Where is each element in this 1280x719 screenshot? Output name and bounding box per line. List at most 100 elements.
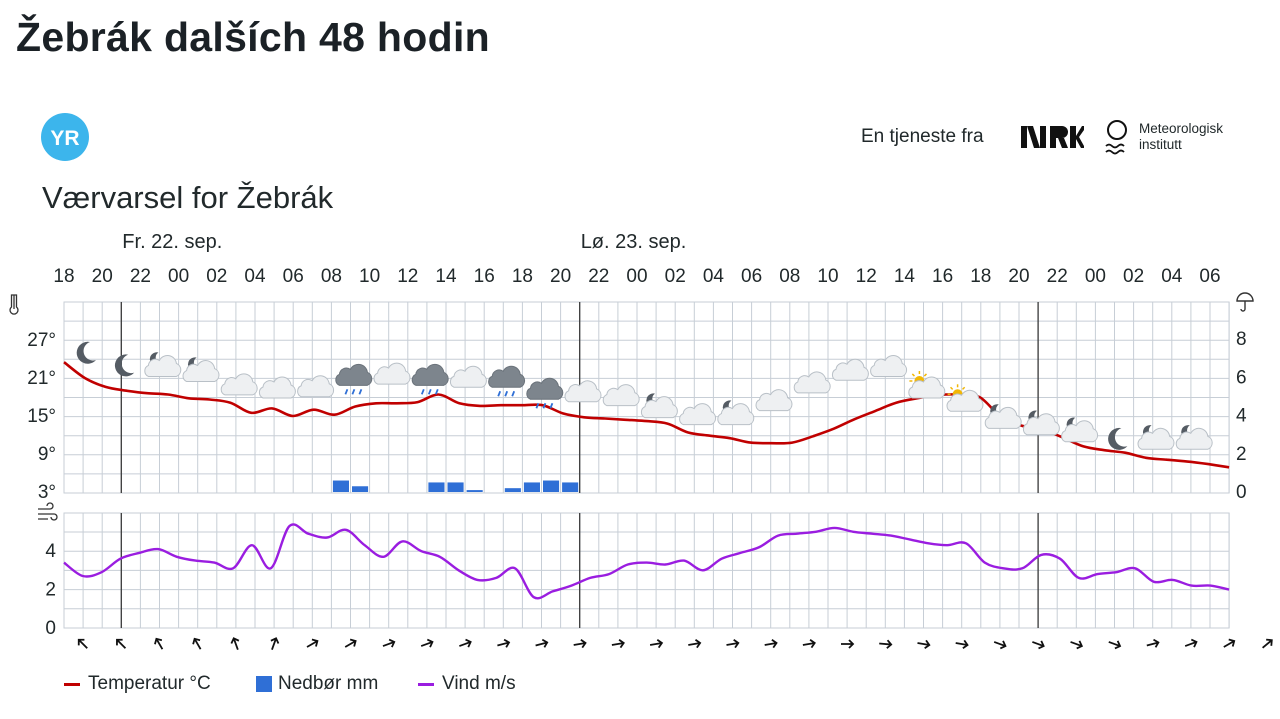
rain-showers-icon: [488, 365, 526, 397]
hour-tick-label: 18: [970, 266, 991, 287]
temp-axis-tick: 9°: [38, 444, 56, 465]
hour-tick-label: 22: [1047, 266, 1068, 287]
hour-tick-label: 14: [894, 266, 916, 287]
hour-tick-label: 06: [741, 266, 762, 287]
wind-axis-tick: 0: [45, 618, 56, 639]
temp-axis-tick: 3°: [38, 482, 56, 503]
rain-showers-icon: [335, 363, 373, 395]
partly-cloudy-night-icon: [182, 357, 220, 383]
hour-tick-label: 12: [397, 266, 418, 287]
yr-logo[interactable]: YR: [41, 113, 89, 161]
hour-tick-label: 02: [206, 266, 227, 287]
day-label: Lø. 23. sep.: [581, 231, 687, 253]
partly-cloudy-night-icon: [1061, 417, 1099, 443]
hour-tick-label: 16: [474, 266, 495, 287]
partly-cloudy-night-icon: [717, 400, 755, 426]
wind-direction-arrow: [917, 639, 931, 650]
precip-bar: [562, 482, 579, 492]
wind-direction-arrow: [764, 638, 778, 649]
hour-tick-label: 16: [932, 266, 953, 287]
hour-tick-label: 08: [321, 266, 342, 287]
precip-axis-tick: 6: [1236, 367, 1247, 388]
hour-tick-label: 18: [53, 266, 74, 287]
cloudy-icon: [258, 376, 296, 399]
precip-bar: [523, 482, 540, 492]
precip-bar: [543, 480, 560, 492]
wind-direction-arrow: [1184, 638, 1198, 648]
wind-direction-arrow: [420, 638, 434, 648]
wind-direction-arrow: [726, 638, 740, 649]
wind-direction-arrow: [573, 638, 587, 649]
legend-precipitation-swatch: [256, 676, 272, 692]
wind-direction-arrow: [116, 638, 127, 649]
wind-direction-arrow: [993, 640, 1007, 650]
wind-direction-arrow: [497, 638, 511, 648]
wind-direction-arrow: [611, 638, 625, 649]
umbrella-icon: [1236, 292, 1254, 312]
hour-tick-label: 02: [1123, 266, 1144, 287]
met-line-2: institutt: [1139, 137, 1182, 152]
hour-tick-label: 10: [817, 266, 838, 287]
cloudy-icon: [449, 365, 487, 388]
thermometer-icon: [9, 294, 19, 315]
precip-bar: [447, 482, 464, 492]
wind-direction-arrow: [1070, 640, 1084, 650]
forecast-title: Værvarsel for Žebrák: [42, 180, 334, 215]
hour-tick-label: 10: [359, 266, 380, 287]
precip-axis-tick: 8: [1236, 329, 1247, 350]
partly-cloudy-night-icon: [1022, 410, 1060, 436]
nrk-logo[interactable]: [1020, 124, 1084, 150]
precip-axis-tick: 2: [1236, 444, 1247, 465]
clear-night-icon: [1108, 427, 1128, 450]
cloudy-icon: [373, 362, 411, 385]
wind-direction-arrow: [535, 638, 549, 648]
wind-direction-arrow: [270, 637, 280, 650]
precip-bar: [352, 486, 369, 492]
partly-cloudy-night-icon: [144, 352, 182, 377]
wind-direction-arrow: [77, 638, 88, 649]
partly-cloudy-night-icon: [1175, 425, 1213, 450]
clear-night-icon: [76, 341, 96, 364]
hour-tick-label: 00: [626, 266, 647, 287]
cloudy-icon: [220, 373, 258, 396]
hour-tick-label: 04: [703, 266, 725, 287]
wind-direction-arrow: [344, 638, 357, 648]
wind-direction-arrow: [1262, 638, 1273, 649]
legend-temperature-swatch: [64, 682, 80, 686]
legend-wind-label: Vind m/s: [442, 673, 516, 694]
cloudy-icon: [793, 371, 831, 394]
legend-precipitation: Nedbør mm: [256, 673, 378, 695]
cloudy-icon: [602, 384, 640, 407]
hour-tick-label: 14: [435, 266, 457, 287]
legend-precipitation-label: Nedbør mm: [278, 673, 379, 694]
partly-cloudy-day-icon: [946, 384, 984, 412]
precip-bar: [332, 480, 349, 492]
wind-icon: [38, 502, 58, 521]
page-title: Žebrák dalších 48 hodin: [16, 14, 490, 60]
met-logo[interactable]: [1104, 119, 1134, 157]
hour-tick-label: 08: [779, 266, 800, 287]
hour-tick-label: 06: [1199, 266, 1220, 287]
temp-axis-tick: 21°: [27, 368, 56, 389]
precip-bar: [428, 482, 445, 492]
wind-direction-arrow: [1223, 638, 1236, 648]
wind-direction-arrow: [459, 638, 472, 648]
precip-axis-tick: 0: [1236, 482, 1247, 503]
wind-line: [63, 523, 1230, 600]
wind-direction-arrow: [230, 637, 240, 650]
hour-tick-label: 12: [856, 266, 877, 287]
precip-bar: [504, 488, 521, 492]
cloudy-icon: [564, 380, 602, 403]
wind-direction-arrow: [1032, 640, 1045, 650]
legend-wind: Vind m/s: [418, 673, 516, 695]
hour-tick-label: 20: [92, 266, 113, 287]
precip-axis-tick: 4: [1236, 406, 1247, 427]
service-label: En tjeneste fra: [861, 126, 984, 147]
hour-tick-label: 00: [1085, 266, 1106, 287]
wind-direction-arrow: [192, 637, 202, 650]
wind-direction-arrow: [154, 637, 164, 650]
hour-tick-label: 22: [588, 266, 609, 287]
legend-wind-swatch: [418, 682, 434, 686]
hour-tick-label: 20: [550, 266, 571, 287]
wind-direction-arrow: [688, 638, 702, 649]
